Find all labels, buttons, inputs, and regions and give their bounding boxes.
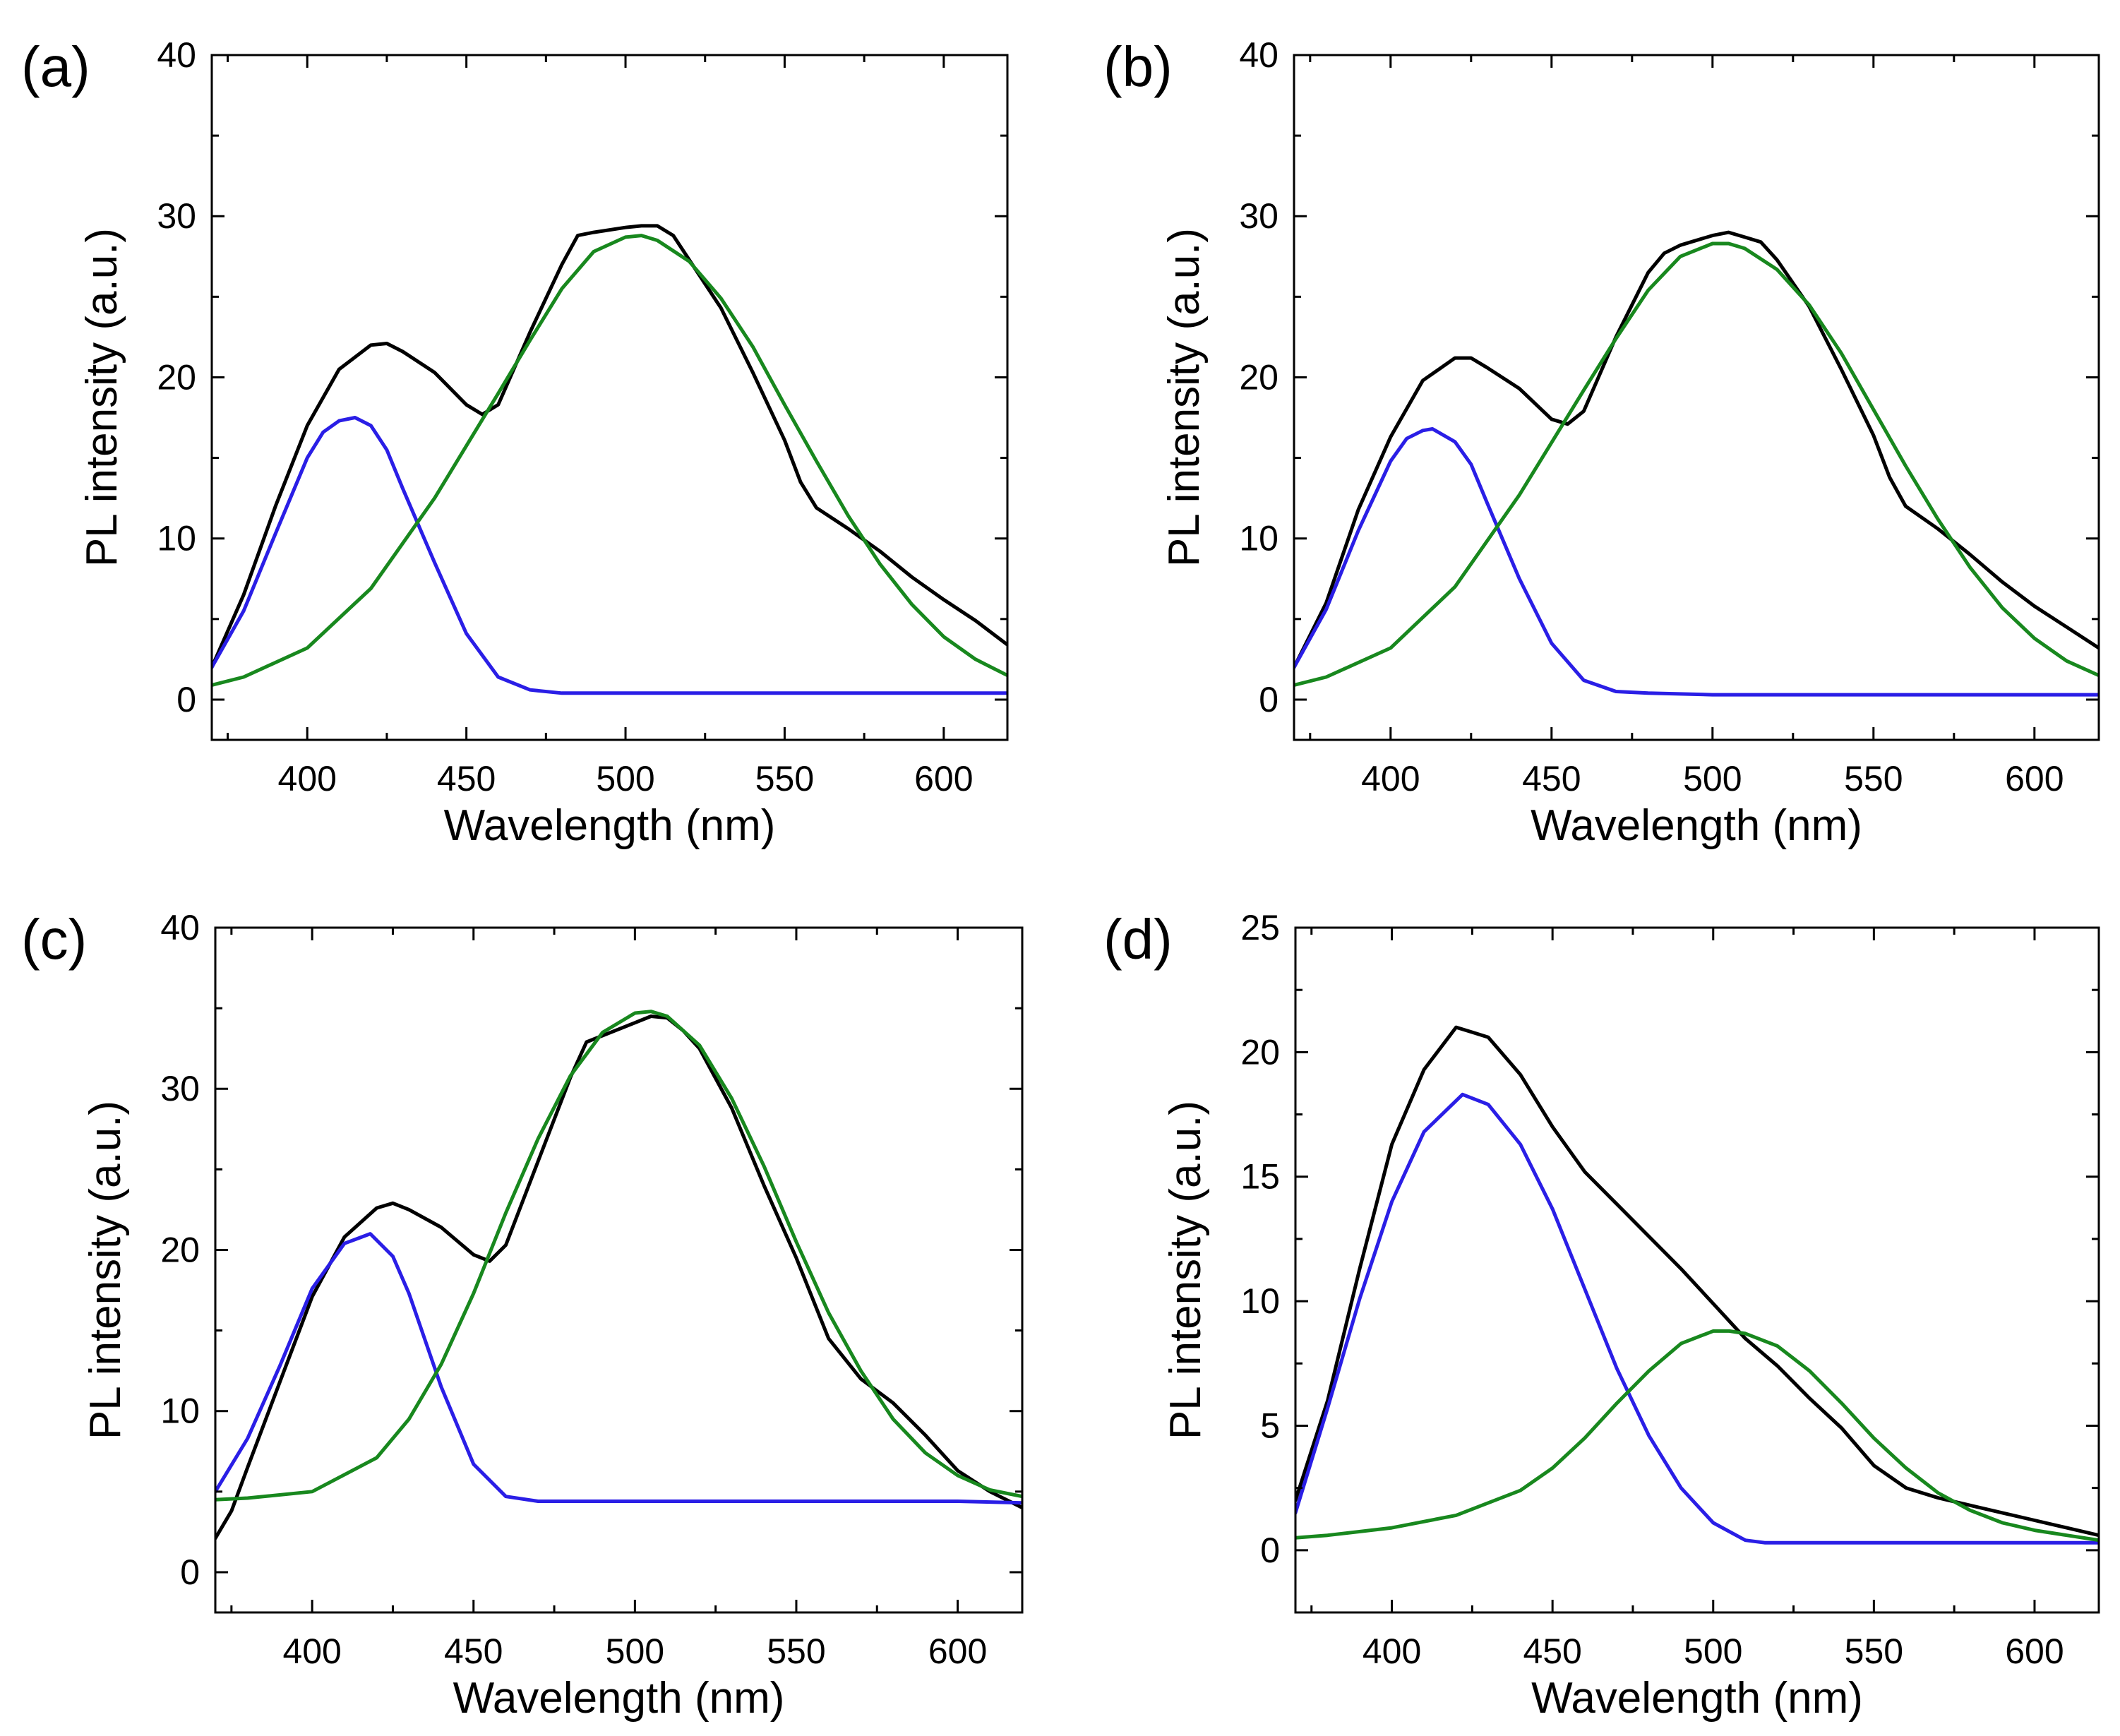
x-axis-title: Wavelength (nm)	[453, 1674, 785, 1723]
plot-frame	[1293, 54, 2100, 741]
x-axis-title: Wavelength (nm)	[1531, 1674, 1863, 1723]
y-tick-label: 10	[1239, 519, 1278, 558]
plot-frame	[1294, 926, 2100, 1614]
peak2-fit-curve	[212, 234, 1007, 687]
measured-curve	[1295, 1025, 2099, 1538]
curves-c	[215, 1010, 1022, 1540]
y-tick-label: 30	[157, 196, 196, 236]
x-tick-label: 400	[282, 1632, 341, 1671]
x-tick-label: 500	[606, 1632, 664, 1671]
panel-c: 400 450 500 550 600 0 10 20 30 40 Wavelength (nm) P…	[21, 908, 1024, 1723]
y-tick-label: 15	[1240, 1157, 1280, 1197]
y-tick-label: 0	[176, 680, 196, 719]
peak1-fit-curve	[212, 416, 1007, 695]
y-tick-label: 20	[1240, 1032, 1280, 1072]
panel-label-d: (d)	[1103, 908, 1173, 971]
x-tick-label: 500	[596, 759, 654, 798]
peak1-fit-curve	[1295, 1092, 2099, 1545]
x-tick-label: 550	[1845, 1632, 1903, 1671]
peak1-fit-curve	[215, 1232, 1022, 1505]
y-tick-label: 10	[1240, 1281, 1280, 1321]
y-tick-label: 40	[160, 908, 200, 947]
y-tick-label: 25	[1240, 908, 1280, 947]
x-tick-label: 550	[755, 759, 814, 798]
x-tick-label: 600	[2005, 1632, 2064, 1671]
measured-curve	[212, 224, 1007, 669]
x-tick-label: 500	[1684, 1632, 1742, 1671]
y-tick-label: 5	[1260, 1406, 1280, 1445]
plot-frame	[214, 926, 1024, 1614]
x-tick-label: 450	[444, 1632, 503, 1671]
panel-a: 400 450 500 550 600 0 10 20 30 40 Wavelength (nm) P…	[21, 35, 1009, 850]
y-tick-label: 20	[157, 357, 196, 397]
x-tick-label: 400	[278, 759, 337, 798]
peak2-fit-curve	[215, 1010, 1022, 1502]
y-tick-label: 20	[160, 1230, 200, 1269]
x-tick-label: 450	[1522, 759, 1581, 798]
x-axis-title: Wavelength (nm)	[1531, 801, 1862, 850]
plot-frame	[210, 54, 1009, 741]
panel-b: 400 450 500 550 600 0 10 20 30 40 Wavelength (nm) P…	[1103, 35, 2100, 850]
measured-curve	[215, 1014, 1022, 1540]
curves-a	[212, 224, 1007, 695]
panel-label-b: (b)	[1103, 35, 1173, 98]
x-tick-label: 600	[928, 1632, 987, 1671]
x-tick-label: 600	[2005, 759, 2064, 798]
y-axis-title: PL intensity (a.u.)	[81, 1101, 130, 1439]
y-tick-label: 0	[180, 1552, 200, 1592]
curves-b	[1294, 230, 2099, 697]
x-tick-label: 450	[1523, 1632, 1581, 1671]
measured-curve	[1294, 230, 2099, 669]
peak2-fit-curve	[1295, 1329, 2099, 1543]
x-tick-label: 550	[767, 1632, 825, 1671]
panel-d: 400 450 500 550 600 0 5 10 15 20 25 Wavelength (nm)…	[1103, 908, 2100, 1723]
y-tick-label: 10	[160, 1391, 200, 1431]
y-tick-label: 30	[1239, 196, 1278, 236]
curves-d	[1295, 1025, 2099, 1545]
y-tick-label: 40	[1239, 35, 1278, 75]
y-axis-title: PL intensity (a.u.)	[1161, 1101, 1210, 1439]
x-tick-label: 400	[1363, 1632, 1421, 1671]
y-tick-label: 0	[1260, 1531, 1280, 1570]
panel-label-c: (c)	[21, 908, 87, 971]
peak1-fit-curve	[1294, 427, 2099, 697]
y-tick-label: 0	[1259, 680, 1278, 719]
x-tick-label: 450	[437, 759, 496, 798]
panel-label-a: (a)	[21, 35, 90, 98]
x-axis-title: Wavelength (nm)	[444, 801, 776, 850]
x-tick-label: 400	[1361, 759, 1420, 798]
y-tick-label: 40	[157, 35, 196, 75]
y-tick-label: 20	[1239, 357, 1278, 397]
x-tick-label: 500	[1683, 759, 1742, 798]
y-tick-label: 10	[157, 519, 196, 558]
y-axis-title: PL intensity (a.u.)	[78, 228, 126, 567]
peak2-fit-curve	[1294, 241, 2099, 687]
y-tick-label: 30	[160, 1069, 200, 1108]
y-axis-title: PL intensity (a.u.)	[1160, 228, 1209, 567]
x-tick-label: 550	[1844, 759, 1903, 798]
x-tick-label: 600	[914, 759, 973, 798]
